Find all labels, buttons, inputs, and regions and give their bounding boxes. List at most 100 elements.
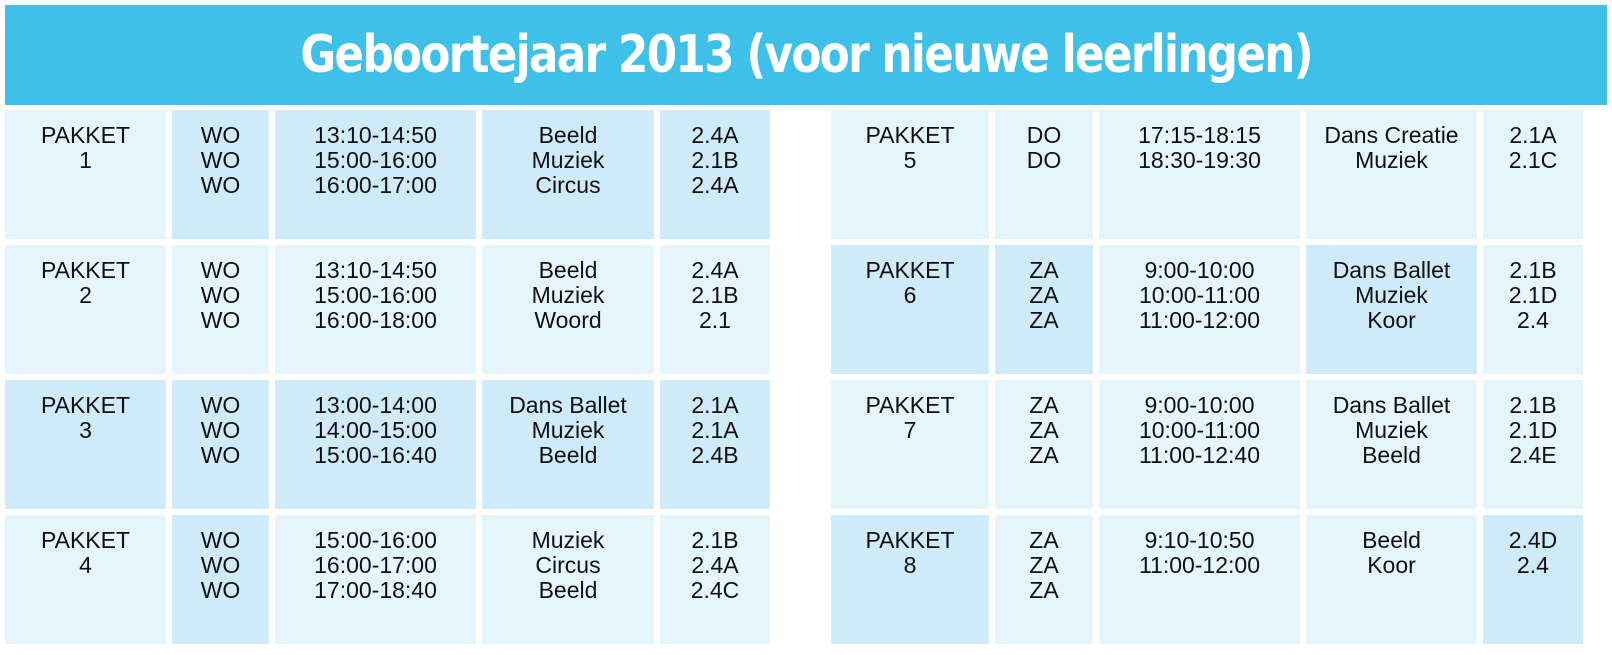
day-line: WO: [200, 172, 241, 198]
subject-line: Beeld: [1362, 527, 1421, 553]
time-line: 15:00-16:40: [314, 442, 437, 468]
subject-line: Circus: [535, 552, 601, 578]
pakket-row: PAKKET 1 WO WO WO 13:10-14:50 15:00-16:00 16:00…: [5, 110, 782, 239]
pakket-line: PAKKET: [40, 257, 131, 283]
time-line: 14:00-15:00: [314, 417, 437, 443]
time-line: 17:00-18:40: [314, 577, 437, 603]
pakket-line: PAKKET: [40, 392, 131, 418]
pakket-row: PAKKET 8 ZA ZA ZA 9:10-10:50 11:00-12:00 Beeld K…: [831, 515, 1607, 644]
pakket-row: PAKKET 3 WO WO WO 13:00-14:00 14:00-15:00 15:00…: [5, 380, 782, 509]
day-line: ZA: [1029, 417, 1059, 443]
time-cell: 9:00-10:00 10:00-11:00 11:00-12:00: [1099, 245, 1300, 374]
subject-line: Dans Ballet: [509, 392, 627, 418]
day-line: DO: [1026, 147, 1062, 173]
day-line: ZA: [1029, 527, 1059, 553]
pakket-cell: PAKKET 1: [5, 110, 166, 239]
pakket-cell: PAKKET 7: [831, 380, 989, 509]
time-line: 17:15-18:15: [1138, 122, 1261, 148]
room-cell: 2.1B 2.4A 2.4C: [660, 515, 770, 644]
pakket-line: 8: [903, 552, 917, 578]
room-line: 2.1A: [691, 417, 739, 443]
time-line: 11:00-12:40: [1138, 442, 1261, 468]
day-line: ZA: [1029, 257, 1059, 283]
subject-line: Beeld: [538, 577, 598, 603]
time-cell: 17:15-18:15 18:30-19:30: [1099, 110, 1300, 239]
room-line: 2.4B: [691, 442, 739, 468]
time-cell: 9:10-10:50 11:00-12:00: [1099, 515, 1300, 644]
schedule-table-left: PAKKET 1 WO WO WO 13:10-14:50 15:00-16:00 16:00…: [5, 110, 782, 644]
subject-cell: Beeld Muziek Woord: [482, 245, 654, 374]
subject-cell: Dans Ballet Muziek Koor: [1306, 245, 1477, 374]
pakket-row: PAKKET 6 ZA ZA ZA 9:00-10:00 10:00-11:00 11:00-…: [831, 245, 1607, 374]
pakket-line: PAKKET: [40, 527, 131, 553]
subject-cell: Dans Ballet Muziek Beeld: [482, 380, 654, 509]
pakket-line: PAKKET: [865, 257, 955, 283]
time-line: 11:00-12:00: [1138, 307, 1261, 333]
room-line: 2.4C: [690, 577, 740, 603]
time-line: 16:00-17:00: [314, 552, 437, 578]
day-line: WO: [200, 147, 241, 173]
subject-line: Beeld: [1362, 442, 1421, 468]
time-cell: 13:00-14:00 14:00-15:00 15:00-16:40: [275, 380, 476, 509]
subject-line: Muziek: [1355, 417, 1428, 443]
subject-line: Muziek: [531, 147, 605, 173]
pakket-line: PAKKET: [865, 527, 955, 553]
time-line: 13:10-14:50: [314, 122, 437, 148]
time-line: 15:00-16:00: [314, 282, 437, 308]
day-line: WO: [200, 527, 241, 553]
pakket-cell: PAKKET 4: [5, 515, 166, 644]
pakket-line: PAKKET: [865, 122, 955, 148]
subject-line: Koor: [1367, 307, 1416, 333]
day-line: WO: [200, 417, 241, 443]
pakket-line: 6: [903, 282, 917, 308]
subject-line: Dans Ballet: [1332, 392, 1451, 418]
subject-cell: Dans Creatie Muziek: [1306, 110, 1477, 239]
room-line: 2.1C: [1508, 147, 1558, 173]
pakket-row: PAKKET 7 ZA ZA ZA 9:00-10:00 10:00-11:00 11:00-…: [831, 380, 1607, 509]
time-line: 10:00-11:00: [1138, 417, 1261, 443]
day-line: WO: [200, 392, 241, 418]
subject-line: Dans Creatie: [1324, 122, 1459, 148]
time-line: 15:00-16:00: [314, 527, 437, 553]
schedule-table-right: PAKKET 5 DO DO 17:15-18:15 18:30-19:30 Dans Cr…: [831, 110, 1607, 644]
room-line: 2.1: [699, 307, 731, 333]
subject-line: Muziek: [1355, 147, 1428, 173]
room-line: 2.4: [1517, 552, 1549, 578]
time-line: 15:00-16:00: [314, 147, 437, 173]
pakket-cell: PAKKET 6: [831, 245, 989, 374]
subject-line: Beeld: [538, 122, 598, 148]
pakket-row: PAKKET 5 DO DO 17:15-18:15 18:30-19:30 Dans Cr…: [831, 110, 1607, 239]
pakket-line: PAKKET: [40, 122, 131, 148]
subject-line: Muziek: [531, 527, 605, 553]
room-line: 2.1B: [691, 282, 739, 308]
pakket-cell: PAKKET 5: [831, 110, 989, 239]
room-cell: 2.1B 2.1D 2.4: [1483, 245, 1583, 374]
subject-line: Circus: [535, 172, 601, 198]
pakket-row: PAKKET 2 WO WO WO 13:10-14:50 15:00-16:00 16:00…: [5, 245, 782, 374]
pakket-line: PAKKET: [865, 392, 955, 418]
time-line: 9:00-10:00: [1144, 392, 1255, 418]
room-line: 2.1B: [1509, 392, 1557, 418]
room-cell: 2.4A 2.1B 2.1: [660, 245, 770, 374]
room-line: 2.4A: [691, 257, 739, 283]
room-cell: 2.1B 2.1D 2.4E: [1483, 380, 1583, 509]
room-cell: 2.1A 2.1A 2.4B: [660, 380, 770, 509]
time-line: 13:10-14:50: [314, 257, 437, 283]
pakket-line: 5: [903, 147, 917, 173]
room-line: 2.4E: [1509, 442, 1557, 468]
room-line: 2.4A: [691, 122, 739, 148]
room-line: 2.1D: [1508, 417, 1558, 443]
pakket-cell: PAKKET 3: [5, 380, 166, 509]
subject-line: Beeld: [538, 442, 598, 468]
room-line: 2.4: [1517, 307, 1549, 333]
day-cell: DO DO: [995, 110, 1093, 239]
day-cell: WO WO WO: [172, 515, 269, 644]
pakket-line: 1: [79, 147, 92, 173]
day-line: ZA: [1029, 282, 1059, 308]
subject-cell: Dans Ballet Muziek Beeld: [1306, 380, 1477, 509]
time-cell: 13:10-14:50 15:00-16:00 16:00-18:00: [275, 245, 476, 374]
time-line: 9:00-10:00: [1144, 257, 1255, 283]
day-line: WO: [200, 577, 241, 603]
day-line: WO: [200, 257, 241, 283]
room-line: 2.4D: [1508, 527, 1558, 553]
